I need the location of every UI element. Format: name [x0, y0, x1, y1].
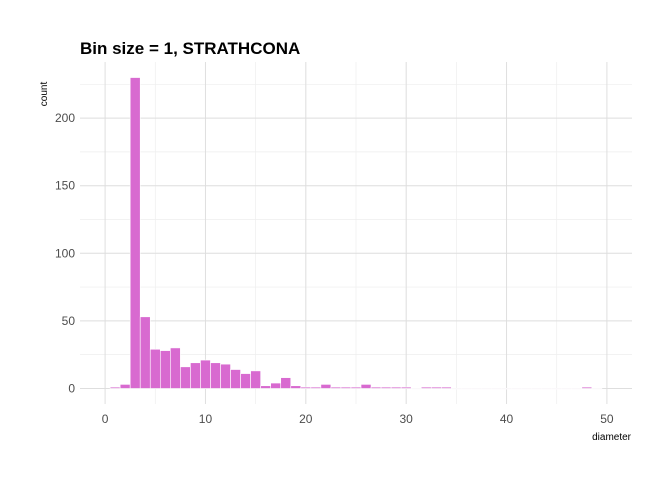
histogram-bar: [531, 388, 542, 390]
histogram-bar: [461, 388, 472, 390]
histogram-bar: [320, 384, 332, 389]
histogram-bar: [260, 385, 271, 389]
histogram-bar: [591, 388, 603, 390]
histogram-bar: [300, 386, 312, 389]
histogram-bar: [441, 386, 452, 389]
histogram-bar: [451, 388, 462, 390]
histogram-bar: [581, 386, 593, 389]
histogram-bar: [139, 316, 151, 389]
histogram-bar: [350, 386, 362, 389]
histogram-bar: [491, 388, 502, 390]
histogram-bar: [571, 388, 583, 390]
histogram-bar: [430, 386, 442, 389]
histogram-bar: [380, 386, 392, 389]
histogram-bar: [330, 386, 342, 389]
histogram-bar: [551, 388, 563, 390]
x-tick-label: 0: [102, 412, 109, 426]
histogram-bar: [501, 388, 512, 390]
y-tick-label: 0: [68, 381, 75, 395]
y-tick-label: 150: [55, 179, 75, 193]
histogram-bar: [521, 388, 532, 390]
histogram-bar: [149, 348, 161, 389]
histogram-bar: [370, 386, 382, 389]
x-tick-label: 40: [500, 412, 514, 426]
y-axis-ticks: 0 50 100 150 200: [55, 111, 75, 395]
y-tick-label: 100: [55, 246, 75, 260]
histogram-bar: [190, 362, 201, 389]
histogram-bar: [400, 386, 412, 389]
histogram-bar: [290, 385, 302, 389]
histogram-bar: [109, 386, 121, 389]
x-tick-label: 50: [600, 412, 614, 426]
histogram-bar: [390, 386, 402, 389]
x-tick-label: 30: [400, 412, 414, 426]
y-tick-label: 50: [62, 314, 76, 328]
histogram-bar: [159, 350, 171, 389]
x-axis-ticks: 0 10 20 30 40 50: [102, 412, 614, 426]
x-tick-label: 20: [299, 412, 313, 426]
histogram-bar: [129, 77, 141, 389]
x-tick-label: 10: [199, 412, 213, 426]
histogram-bar: [240, 373, 251, 389]
histogram-bar: [280, 377, 292, 389]
histogram-bar: [410, 388, 422, 390]
histogram-bar: [481, 388, 492, 390]
histogram-bar: [360, 384, 372, 389]
y-tick-label: 200: [55, 111, 75, 125]
histogram-bar: [119, 384, 131, 389]
y-axis-label: count: [39, 82, 50, 107]
histogram-bar: [180, 366, 191, 389]
histogram-bar: [250, 370, 261, 389]
histogram-bars: [109, 77, 603, 390]
histogram-bar: [561, 388, 573, 390]
histogram-bar: [310, 386, 322, 389]
histogram-bar: [511, 388, 522, 390]
x-axis-label: diameter: [592, 432, 632, 443]
histogram-bar: [471, 388, 482, 390]
histogram-bar: [541, 388, 553, 390]
histogram-bar: [200, 359, 211, 389]
histogram-bar: [270, 382, 282, 389]
histogram-bar: [170, 347, 181, 389]
histogram-bar: [420, 386, 432, 389]
histogram-bar: [230, 369, 241, 389]
histogram-bar: [340, 386, 352, 389]
histogram-bar: [220, 363, 231, 389]
histogram-bar: [210, 362, 221, 389]
chart-title: Bin size = 1, STRATHCONA: [80, 39, 300, 58]
